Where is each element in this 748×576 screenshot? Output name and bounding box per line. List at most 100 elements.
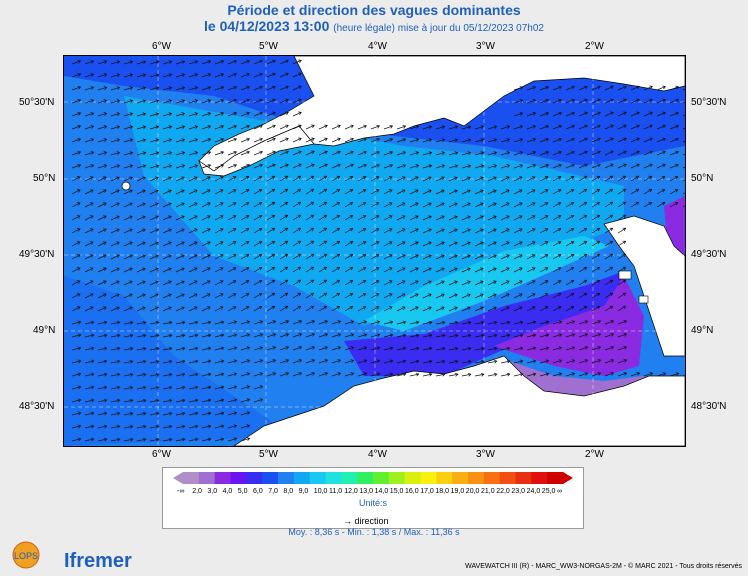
direction-arrow	[331, 125, 341, 130]
direction-arrow-head	[493, 228, 497, 232]
direction-arrow-head	[220, 385, 225, 390]
direction-arrow	[435, 334, 445, 338]
direction-arrow	[357, 267, 367, 273]
direction-arrow-head	[532, 125, 537, 129]
legend-tick-label: 11,0	[329, 488, 343, 495]
direction-arrow-head	[297, 188, 302, 193]
direction-arrow	[71, 125, 81, 130]
direction-arrow	[149, 113, 159, 117]
direction-arrow	[97, 399, 107, 403]
direction-arrow	[500, 280, 510, 286]
direction-arrow-head	[232, 254, 237, 258]
direction-arrow	[682, 114, 685, 117]
direction-arrow-head	[596, 253, 601, 258]
direction-arrow	[357, 293, 367, 299]
direction-arrow	[305, 138, 315, 143]
direction-arrow	[617, 227, 626, 234]
direction-arrow	[435, 126, 445, 130]
direction-arrow-head	[336, 305, 341, 310]
direction-arrow-head	[181, 151, 186, 155]
direction-arrow	[123, 293, 133, 299]
direction-arrow-head	[246, 137, 250, 142]
direction-arrow	[110, 334, 120, 338]
direction-arrow-head	[609, 227, 614, 232]
direction-arrow-head	[428, 254, 432, 258]
direction-arrow-head	[519, 112, 524, 116]
direction-arrow	[487, 254, 497, 260]
direction-arrow-head	[220, 137, 225, 142]
direction-arrow	[552, 164, 562, 169]
lops-logo: LOPS	[6, 540, 46, 575]
direction-arrow	[630, 151, 640, 156]
direction-arrow	[240, 254, 250, 260]
direction-arrow	[162, 306, 172, 312]
direction-arrow	[513, 215, 523, 221]
direction-arrow-head	[207, 385, 212, 390]
direction-arrow-head	[493, 320, 498, 325]
direction-arrow-head	[116, 176, 120, 180]
direction-arrow	[487, 152, 497, 156]
direction-arrow-head	[623, 150, 627, 155]
direction-arrow	[188, 228, 198, 234]
direction-arrow	[383, 189, 393, 195]
direction-arrow	[513, 334, 523, 338]
direction-arrow-head	[90, 112, 95, 116]
direction-arrow-head	[388, 215, 393, 219]
direction-arrow-head	[376, 137, 381, 142]
direction-arrow-head	[596, 305, 601, 310]
direction-arrow	[84, 438, 94, 442]
direction-arrow	[71, 164, 81, 169]
direction-arrow	[84, 254, 94, 260]
direction-arrow-head	[635, 201, 640, 206]
direction-arrow	[318, 151, 328, 156]
wave-map[interactable]	[63, 55, 686, 447]
direction-arrow-head	[362, 293, 367, 297]
direction-arrow-head	[609, 175, 614, 180]
direction-arrow-head	[362, 280, 367, 284]
lat-label-right-3: 49°30'N	[691, 249, 727, 260]
direction-arrow-head	[219, 293, 224, 297]
direction-arrow-head	[545, 346, 550, 351]
direction-arrow-head	[571, 150, 575, 155]
direction-arrow	[305, 346, 315, 351]
direction-arrow	[604, 201, 613, 208]
direction-arrow	[136, 425, 146, 429]
direction-arrow	[604, 125, 614, 130]
direction-arrow	[84, 399, 94, 403]
direction-arrow-head	[194, 280, 198, 284]
direction-arrow	[617, 214, 626, 221]
direction-arrow	[617, 99, 627, 104]
direction-arrow-head	[168, 228, 172, 232]
direction-arrow	[123, 360, 133, 364]
direction-arrow-head	[622, 175, 627, 180]
direction-arrow	[422, 165, 432, 169]
legend-tick-label: 14,0	[374, 488, 389, 495]
direction-arrow-head	[232, 293, 237, 297]
direction-arrow-head	[142, 176, 146, 181]
direction-arrow-head	[415, 138, 420, 142]
direction-arrow-head	[570, 175, 575, 180]
direction-arrow	[253, 228, 262, 234]
legend-swatch	[341, 472, 358, 484]
direction-arrow-head	[142, 73, 147, 77]
direction-arrow	[578, 333, 588, 338]
direction-arrow-head	[129, 267, 133, 271]
direction-arrow-head	[259, 398, 264, 402]
lat-label-right-1: 50°30'N	[691, 97, 727, 108]
direction-arrow	[97, 306, 107, 312]
direction-arrow	[292, 292, 301, 299]
direction-arrow-head	[246, 359, 251, 363]
direction-arrow	[97, 138, 107, 143]
direction-arrow	[513, 321, 523, 325]
direction-arrow	[110, 306, 120, 312]
direction-arrow	[214, 189, 224, 195]
direction-arrow-head	[415, 125, 420, 129]
direction-arrow-head	[531, 241, 536, 245]
direction-arrow-head	[337, 320, 342, 324]
direction-arrow	[565, 241, 574, 247]
direction-arrow-head	[259, 111, 263, 116]
direction-arrow-head	[428, 176, 432, 180]
direction-arrow	[344, 359, 354, 364]
direction-arrow-head	[103, 164, 108, 168]
direction-arrow	[448, 334, 458, 338]
